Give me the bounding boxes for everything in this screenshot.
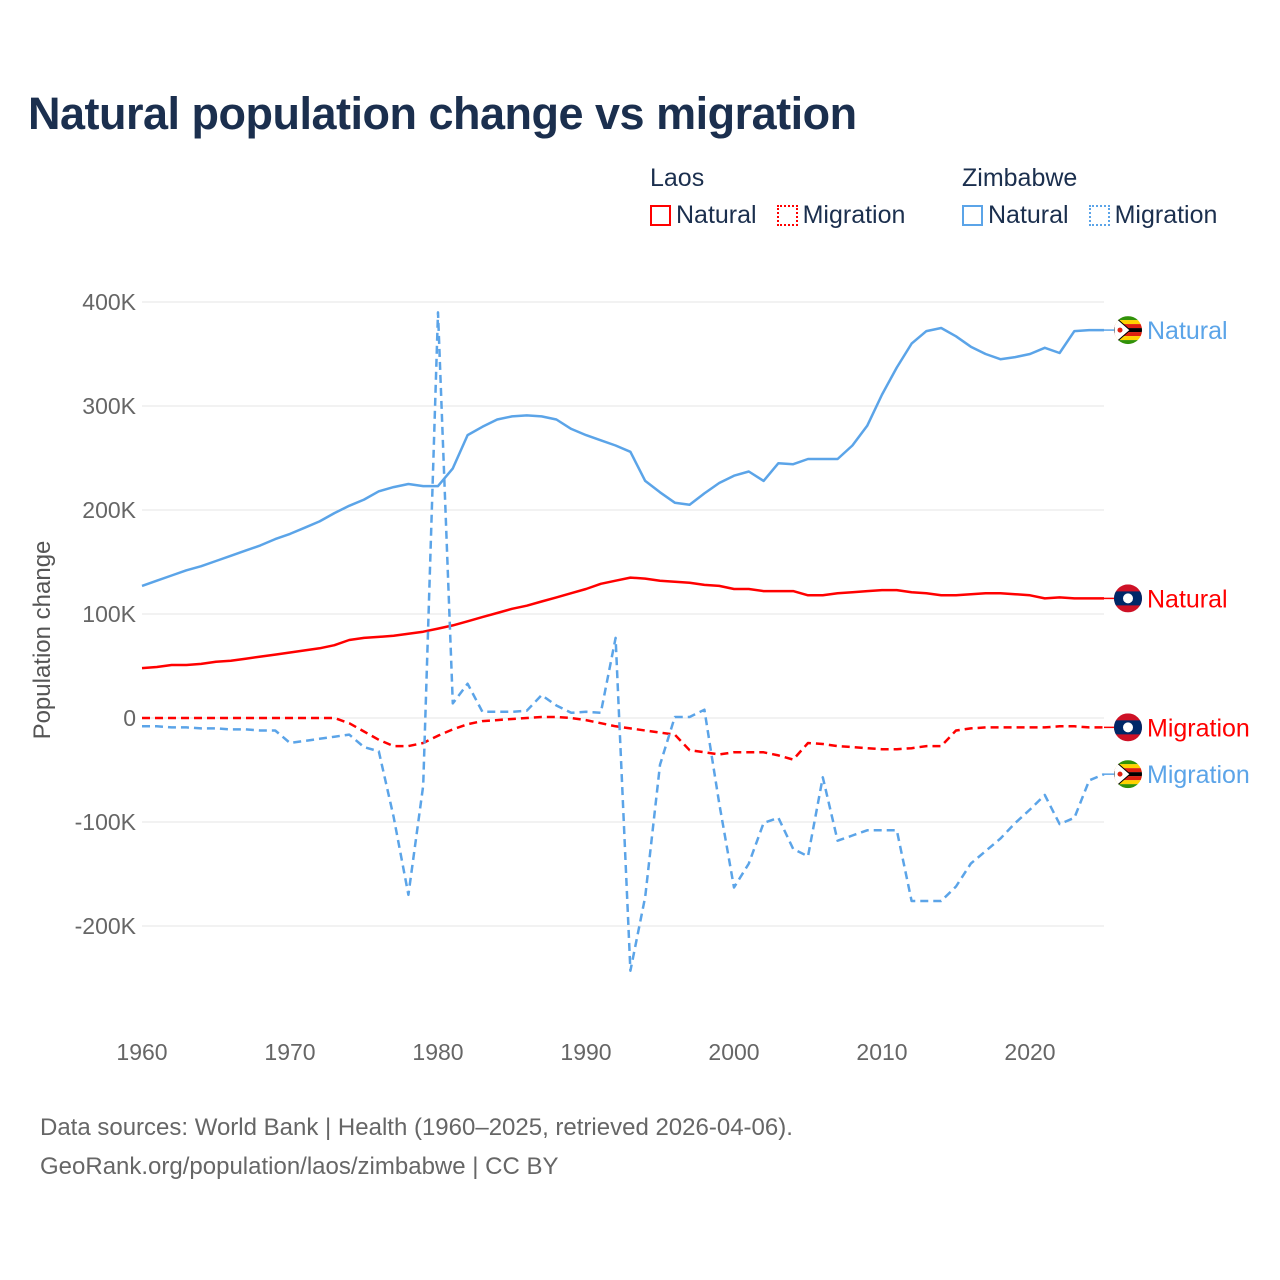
- x-tick-label: 2020: [1004, 1039, 1055, 1065]
- flag-stripe: [1114, 772, 1142, 777]
- series-end-label: Migration: [1147, 714, 1250, 742]
- flag-stripe: [1114, 332, 1142, 337]
- series-line-zimbabwe-natural: [141, 326, 1104, 588]
- legend-swatch: [776, 205, 798, 226]
- flag-stripe: [1114, 336, 1142, 341]
- y-tick-label: -100K: [75, 809, 137, 835]
- legend-label: Natural: [988, 201, 1069, 229]
- legend-swatch: [962, 205, 983, 226]
- source-line-1: Data sources: World Bank | Health (1960–…: [40, 1114, 793, 1141]
- legend-swatch: [650, 205, 671, 226]
- flag-stripe: [1114, 713, 1142, 742]
- flag-stripe: [1114, 776, 1142, 781]
- legend-label: Migration: [802, 201, 906, 229]
- flag-star: [1117, 327, 1123, 333]
- zimbabwe-flag-icon: [1114, 316, 1142, 345]
- flag-stripe: [1114, 780, 1142, 785]
- source-line-2[interactable]: GeoRank.org/population/laos/zimbabwe | C…: [40, 1153, 559, 1180]
- legend-item-zimbabwe-migration[interactable]: Migration: [1088, 201, 1218, 230]
- y-tick-label: -200K: [75, 913, 137, 939]
- flag-body: [1114, 760, 1142, 789]
- flag-stripe: [1114, 720, 1142, 735]
- legend-label: Natural: [676, 201, 757, 229]
- zimbabwe-flag-icon: [1114, 760, 1142, 789]
- legend-country: Zimbabwe: [962, 164, 1078, 192]
- legend-group-laos: Laos Natural Migration: [650, 164, 905, 230]
- x-tick-label: 1970: [264, 1039, 315, 1065]
- flag-triangle: [1114, 316, 1131, 345]
- x-tick-label: 2010: [856, 1039, 907, 1065]
- legend-group-zimbabwe: Zimbabwe Natural Migration: [962, 164, 1217, 230]
- flag-stripe: [1114, 764, 1142, 769]
- flag-stripe: [1114, 324, 1142, 329]
- x-tick-label: 1960: [116, 1039, 167, 1065]
- flag-stripe: [1114, 320, 1142, 325]
- series-end-label: Natural: [1147, 585, 1228, 613]
- legend-country: Laos: [650, 164, 705, 192]
- legend-swatch: [1088, 205, 1110, 226]
- flag-body: [1114, 713, 1142, 742]
- flag-star: [1117, 771, 1123, 777]
- y-tick-label: 200K: [82, 497, 136, 523]
- legend-label: Migration: [1114, 201, 1218, 229]
- source-note: Data sources: World Bank | Health (1960–…: [40, 1108, 793, 1186]
- series-line-laos-natural: [141, 576, 1104, 670]
- flag-stripe: [1114, 584, 1142, 613]
- x-tick-label: 1980: [412, 1039, 463, 1065]
- legend-item-laos-natural[interactable]: Natural: [650, 201, 757, 230]
- y-tick-label: 0: [123, 705, 136, 731]
- laos-flag-icon: [1114, 713, 1142, 742]
- flag-moon: [1123, 593, 1133, 604]
- series-end-label: Migration: [1147, 761, 1250, 789]
- y-axis-label: Population change: [29, 541, 56, 740]
- flag-body: [1114, 584, 1142, 613]
- laos-flag-icon: [1114, 584, 1142, 613]
- flag-stripe: [1114, 784, 1142, 789]
- series-end-label: Natural: [1147, 317, 1228, 345]
- y-tick-label: 100K: [82, 601, 136, 627]
- flag-stripe: [1114, 340, 1142, 345]
- flag-body: [1114, 316, 1142, 345]
- flag-stripe: [1114, 768, 1142, 773]
- chart-title: Natural population change vs migration: [28, 88, 857, 139]
- flag-stripe: [1114, 328, 1142, 333]
- series-line-zimbabwe-migration: [142, 311, 1105, 972]
- y-tick-label: 300K: [82, 393, 136, 419]
- y-tick-label: 400K: [82, 289, 136, 315]
- legend-item-laos-migration[interactable]: Migration: [776, 201, 906, 230]
- flag-stripe: [1114, 591, 1142, 606]
- flag-moon: [1123, 722, 1133, 733]
- flag-triangle: [1114, 760, 1131, 789]
- x-tick-label: 1990: [560, 1039, 611, 1065]
- flag-stripe: [1114, 316, 1142, 321]
- legend-item-zimbabwe-natural[interactable]: Natural: [962, 201, 1069, 230]
- series-line-laos-migration: [142, 715, 1104, 761]
- x-tick-label: 2000: [708, 1039, 759, 1065]
- flag-stripe: [1114, 760, 1142, 765]
